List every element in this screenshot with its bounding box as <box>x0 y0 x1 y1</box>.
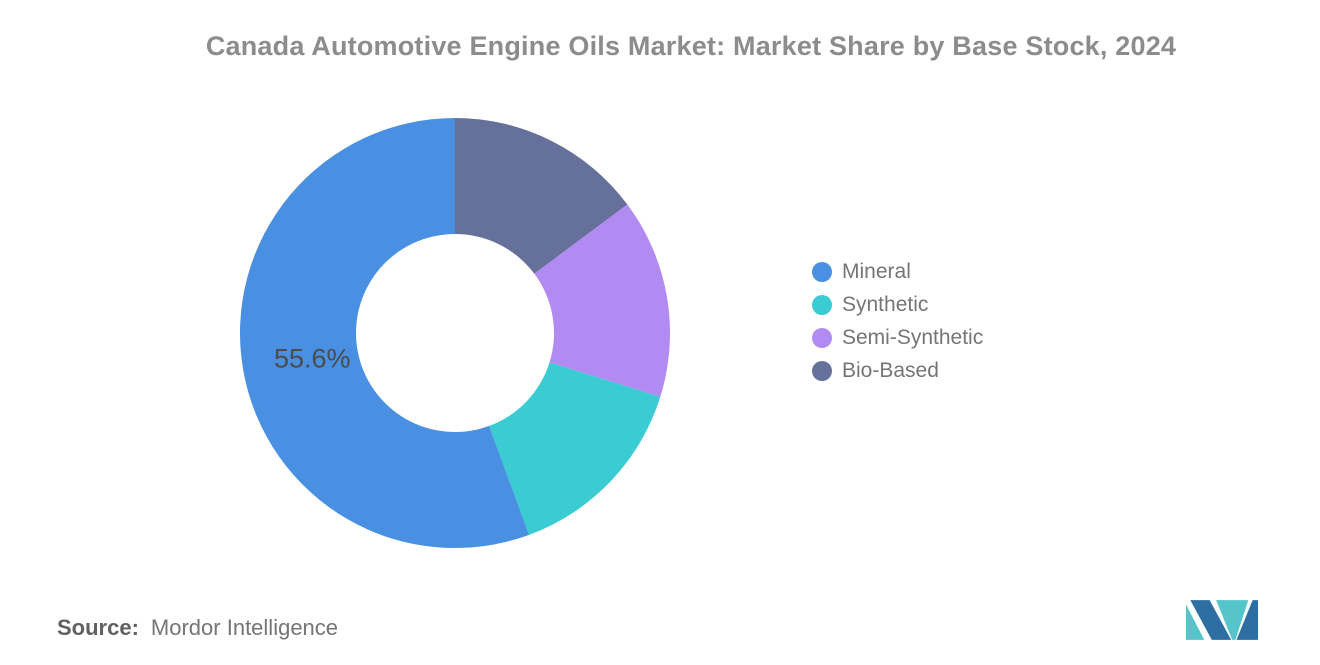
legend-label: Synthetic <box>842 292 929 316</box>
logo-shape <box>1190 600 1232 640</box>
donut-chart: 55.6% <box>240 118 670 548</box>
legend-marker-icon <box>812 294 832 315</box>
legend-label: Semi-Synthetic <box>842 325 984 349</box>
pie-slice-semi-synthetic <box>534 204 670 397</box>
logo-shape <box>1236 600 1258 640</box>
source-label: Source: <box>57 615 139 640</box>
legend-item-semi-synthetic: Semi-Synthetic <box>812 321 983 354</box>
source-line: Source: Mordor Intelligence <box>57 615 338 641</box>
source-value: Mordor Intelligence <box>150 615 339 640</box>
legend-marker-icon <box>812 261 832 282</box>
legend-item-synthetic: Synthetic <box>812 288 983 321</box>
legend-marker-icon <box>812 360 832 381</box>
chart-title: Canada Automotive Engine Oils Market: Ma… <box>205 31 1177 61</box>
slice-data-label: 55.6% <box>274 343 351 373</box>
legend-label: Mineral <box>842 259 911 283</box>
pie-slice-synthetic <box>489 362 661 535</box>
legend-item-mineral: Mineral <box>812 255 983 288</box>
pie-slice-bio-based <box>455 118 628 274</box>
legend-marker-icon <box>812 327 832 348</box>
mordor-intelligence-logo <box>1186 600 1258 640</box>
pie-slice-mineral <box>240 118 530 548</box>
logo-shape <box>1216 600 1249 640</box>
legend-label: Bio-Based <box>842 358 939 382</box>
legend-item-bio-based: Bio-Based <box>812 354 983 387</box>
logo-shape <box>1186 604 1205 640</box>
chart-legend: Mineral Synthetic Semi-Synthetic Bio-Based <box>812 255 983 387</box>
